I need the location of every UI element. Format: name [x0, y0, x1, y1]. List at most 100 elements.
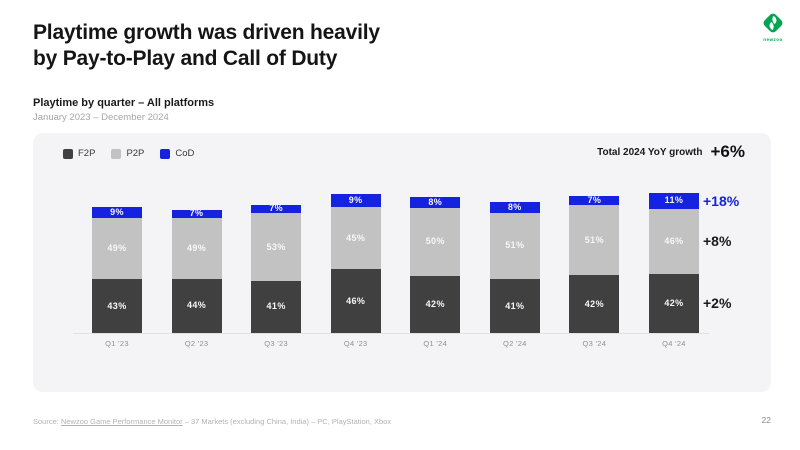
- bar-group: 8% 51% 41% Q2 '24: [489, 133, 540, 348]
- legend-label: P2P: [126, 148, 145, 159]
- legend-swatch-icon: [111, 148, 122, 159]
- bar-segment-p2p: 51%: [489, 212, 540, 280]
- x-axis-label: Q2 '24: [502, 339, 527, 348]
- newzoo-logo: newzoo: [759, 10, 787, 42]
- segment-value-label: 51%: [505, 240, 525, 251]
- x-axis-label: Q3 '24: [582, 339, 607, 348]
- segment-value-label: 46%: [346, 295, 366, 306]
- title-line-1: Playtime growth was driven heavily: [33, 21, 380, 44]
- bar-segment-cod: 7%: [569, 195, 620, 206]
- page-number: 22: [761, 415, 771, 425]
- bar-group: 7% 53% 41% Q3 '23: [251, 133, 302, 348]
- bar-segment-f2p: 42%: [410, 275, 461, 333]
- yoy-growth: Total 2024 YoY growth +6%: [597, 142, 745, 162]
- legend-item-cod: CoD: [160, 148, 194, 159]
- bar-group: 7% 49% 44% Q2 '23: [171, 133, 222, 348]
- title-line-2: by Pay-to-Play and Call of Duty: [33, 47, 338, 70]
- segment-value-label: 9%: [110, 207, 124, 218]
- bar-segment-p2p: 50%: [410, 207, 461, 276]
- x-axis-label: Q4 '24: [662, 339, 686, 348]
- legend-label: F2P: [78, 148, 96, 159]
- segment-value-label: 44%: [186, 300, 207, 311]
- source-note: Source: Newzoo Game Performance Monitor …: [33, 417, 391, 426]
- bar-segment-cod: 8%: [489, 201, 540, 213]
- bar-segment-cod: 11%: [648, 193, 699, 209]
- bar-segment-f2p: 41%: [489, 279, 540, 333]
- page-title: Playtime growth was driven heavily by Pa…: [33, 20, 380, 72]
- segment-value-label: 8%: [428, 196, 443, 207]
- source-prefix: Source:: [33, 417, 61, 426]
- x-axis-label: Q3 '23: [264, 339, 288, 348]
- segment-value-label: 7%: [587, 195, 602, 205]
- newzoo-logo-text: newzoo: [763, 37, 783, 42]
- growth-annotation-p2p: +8%: [703, 233, 732, 250]
- segment-value-label: 11%: [664, 195, 684, 206]
- bar-stack: 8% 50% 42%: [410, 196, 461, 333]
- segment-value-label: 42%: [584, 298, 604, 309]
- segment-value-label: 9%: [348, 195, 363, 206]
- segment-value-label: 53%: [266, 241, 286, 252]
- bar-segment-cod: 9%: [330, 194, 381, 207]
- segment-value-label: 41%: [266, 301, 286, 312]
- source-link[interactable]: Newzoo Game Performance Monitor: [60, 417, 183, 426]
- bar-segment-cod: 8%: [410, 196, 461, 208]
- bar-segment-f2p: 44%: [171, 278, 222, 333]
- bar-segment-f2p: 42%: [569, 275, 620, 333]
- legend-item-f2p: F2P: [63, 148, 95, 159]
- bars-container: 9% 49% 43% Q1 '23 7% 49% 44% Q2 '23 7% 53% 41% Q3 '…: [92, 133, 699, 348]
- legend-swatch-icon: [160, 148, 171, 159]
- segment-value-label: 45%: [346, 232, 366, 243]
- bar-group: 7% 51% 42% Q3 '24: [569, 133, 620, 348]
- segment-value-label: 7%: [189, 208, 204, 219]
- segment-value-label: 49%: [107, 243, 127, 254]
- bar-segment-f2p: 43%: [92, 279, 142, 333]
- chart-subtitle: Playtime by quarter – All platforms: [33, 97, 215, 109]
- bar-segment-p2p: 51%: [569, 205, 620, 276]
- bar-segment-p2p: 49%: [92, 218, 142, 280]
- segment-value-label: 43%: [107, 300, 127, 311]
- bar-stack: 8% 51% 41%: [489, 201, 540, 333]
- segment-value-label: 46%: [664, 235, 684, 246]
- bar-stack: 7% 51% 42%: [569, 195, 620, 333]
- source-suffix: – 37 Markets (excluding China, India) – …: [182, 417, 392, 426]
- bar-segment-f2p: 46%: [330, 269, 381, 333]
- segment-value-label: 50%: [425, 236, 445, 247]
- x-axis-label: Q1 '23: [105, 339, 129, 348]
- legend-label: CoD: [175, 148, 195, 159]
- bar-segment-cod: 9%: [92, 207, 142, 219]
- yoy-growth-label: Total 2024 YoY growth: [597, 146, 703, 158]
- bar-group: 9% 45% 46% Q4 '23: [330, 133, 381, 348]
- x-axis-label: Q4 '23: [343, 339, 368, 348]
- bar-stack: 7% 49% 44%: [171, 208, 222, 334]
- bar-stack: 7% 53% 41%: [251, 203, 302, 334]
- x-axis-line: [73, 333, 709, 334]
- bar-segment-f2p: 42%: [648, 273, 699, 333]
- segment-value-label: 41%: [505, 300, 525, 311]
- legend-item-p2p: P2P: [111, 148, 144, 159]
- growth-annotation-cod: +18%: [703, 192, 740, 209]
- yoy-growth-value: +6%: [710, 142, 746, 161]
- x-axis-label: Q1 '24: [423, 339, 448, 348]
- growth-annotation-f2p: +2%: [703, 295, 732, 312]
- chart-card: F2P P2P CoD Total 2024 YoY growth +6% 9% 49…: [33, 133, 771, 392]
- segment-value-label: 8%: [507, 201, 522, 212]
- legend-swatch-icon: [63, 148, 73, 159]
- segment-value-label: 7%: [269, 203, 284, 214]
- newzoo-logo-icon: [759, 10, 787, 36]
- bar-segment-cod: 7%: [251, 203, 302, 214]
- bar-segment-p2p: 46%: [648, 208, 699, 274]
- bar-segment-p2p: 49%: [171, 218, 222, 279]
- segment-value-label: 42%: [664, 297, 684, 308]
- bar-stack: 11% 46% 42%: [648, 193, 699, 333]
- segment-value-label: 51%: [584, 234, 604, 245]
- bar-group: 8% 50% 42% Q1 '24: [410, 133, 461, 348]
- bar-stack: 9% 45% 46%: [330, 194, 381, 333]
- bar-group: 9% 49% 43% Q1 '23: [92, 133, 142, 348]
- bar-segment-p2p: 45%: [330, 206, 381, 270]
- bar-segment-p2p: 53%: [251, 213, 302, 281]
- bar-segment-cod: 7%: [171, 208, 222, 219]
- bar-group: 11% 46% 42% Q4 '24: [648, 133, 699, 348]
- chart-legend: F2P P2P CoD: [63, 148, 194, 159]
- stacked-bar-chart: 9% 49% 43% Q1 '23 7% 49% 44% Q2 '23 7% 53% 41% Q3 '…: [33, 133, 771, 392]
